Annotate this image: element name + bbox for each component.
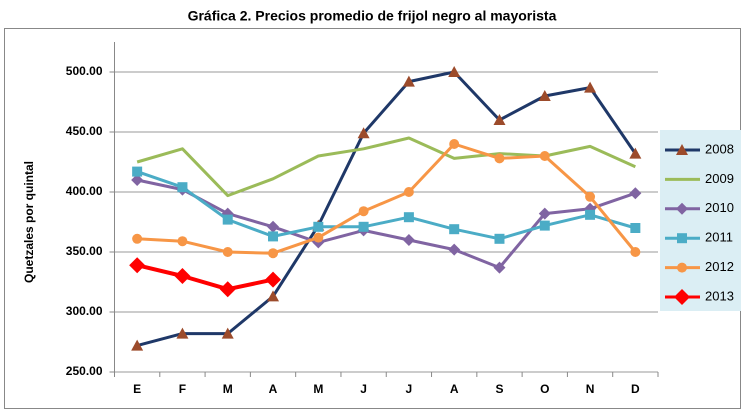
x-tick-label: D bbox=[631, 382, 640, 396]
marker bbox=[357, 127, 370, 139]
marker bbox=[585, 209, 596, 220]
x-tick-label: A bbox=[450, 382, 459, 396]
marker bbox=[177, 236, 188, 247]
x-tick-label: J bbox=[360, 382, 367, 396]
marker bbox=[176, 327, 189, 339]
marker bbox=[222, 247, 233, 257]
series-line bbox=[136, 170, 636, 241]
marker bbox=[268, 231, 279, 242]
marker bbox=[629, 147, 642, 159]
marker bbox=[629, 187, 642, 200]
x-tick-label: J bbox=[406, 382, 413, 396]
marker bbox=[358, 221, 369, 232]
series-line bbox=[136, 70, 637, 348]
marker bbox=[676, 202, 688, 215]
marker bbox=[177, 182, 188, 193]
x-tick-label: A bbox=[269, 382, 278, 396]
marker bbox=[129, 257, 146, 274]
marker bbox=[402, 234, 415, 246]
marker bbox=[584, 81, 597, 93]
marker bbox=[494, 153, 505, 164]
x-tick-label: M bbox=[223, 382, 233, 396]
marker bbox=[358, 206, 369, 217]
marker bbox=[674, 289, 690, 305]
marker bbox=[403, 212, 414, 223]
marker bbox=[268, 248, 279, 259]
y-axis-title: Quetzales por quintal bbox=[22, 161, 36, 283]
legend-box bbox=[660, 130, 741, 311]
marker bbox=[174, 268, 191, 284]
legend-label: 2012 bbox=[705, 259, 734, 274]
marker bbox=[313, 232, 324, 243]
marker bbox=[585, 191, 596, 202]
legend-label: 2009 bbox=[705, 171, 734, 186]
marker bbox=[402, 75, 415, 87]
marker bbox=[676, 144, 688, 155]
legend-label: 2011 bbox=[705, 230, 733, 245]
marker bbox=[131, 174, 144, 186]
marker bbox=[313, 221, 324, 232]
marker bbox=[493, 261, 506, 274]
marker bbox=[449, 139, 460, 149]
marker bbox=[132, 166, 143, 177]
series-line bbox=[136, 263, 274, 292]
y-tick-label: 450.00 bbox=[66, 124, 103, 138]
marker bbox=[630, 247, 641, 257]
marker bbox=[131, 339, 144, 351]
marker bbox=[494, 233, 505, 244]
series-line bbox=[136, 136, 636, 198]
y-tick-label: 350.00 bbox=[66, 244, 103, 258]
marker bbox=[677, 262, 687, 273]
legend-label: 2010 bbox=[705, 200, 734, 215]
x-tick-label: O bbox=[540, 382, 549, 396]
marker bbox=[493, 114, 506, 125]
y-tick-label: 400.00 bbox=[66, 184, 103, 198]
marker bbox=[630, 223, 641, 233]
marker bbox=[538, 207, 551, 220]
marker bbox=[219, 281, 236, 298]
marker bbox=[448, 66, 461, 77]
marker bbox=[222, 214, 233, 225]
x-tick-label: M bbox=[313, 382, 323, 396]
legend-label: 2008 bbox=[705, 141, 734, 156]
marker bbox=[403, 187, 414, 197]
marker bbox=[539, 151, 550, 161]
y-tick-label: 300.00 bbox=[66, 304, 103, 318]
series-line bbox=[137, 142, 637, 255]
marker bbox=[267, 290, 280, 302]
marker bbox=[221, 327, 234, 339]
x-tick-label: N bbox=[586, 382, 595, 396]
marker bbox=[539, 220, 550, 231]
x-tick-label: S bbox=[495, 382, 503, 396]
marker bbox=[132, 233, 143, 244]
marker bbox=[677, 233, 687, 244]
y-tick-label: 250.00 bbox=[66, 364, 103, 378]
x-tick-label: F bbox=[179, 382, 186, 396]
series-line bbox=[136, 178, 636, 270]
marker bbox=[265, 271, 282, 288]
x-tick-label: E bbox=[133, 382, 141, 396]
marker bbox=[538, 90, 551, 101]
marker bbox=[449, 224, 460, 235]
chart-title: Gráfica 2. Precios promedio de frijol ne… bbox=[188, 8, 557, 24]
legend-label: 2013 bbox=[705, 288, 734, 303]
marker bbox=[448, 243, 461, 256]
marker bbox=[267, 220, 280, 233]
y-tick-label: 500.00 bbox=[66, 64, 103, 78]
